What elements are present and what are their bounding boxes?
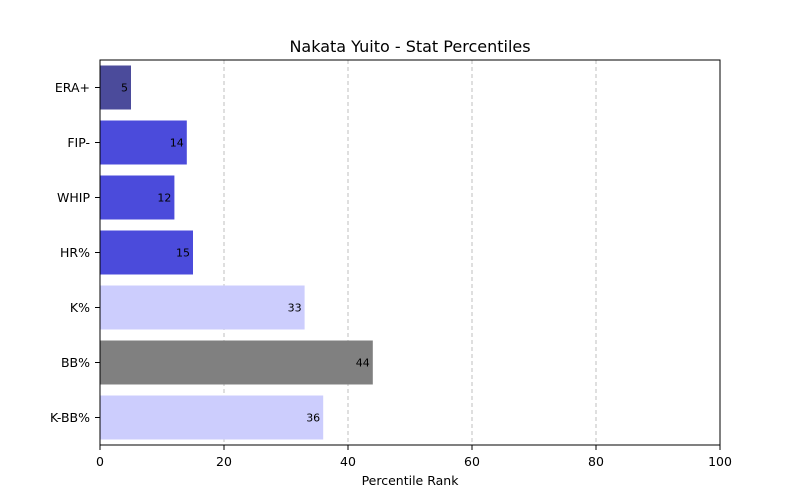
bar <box>100 395 324 440</box>
bar-value-label: 44 <box>356 357 370 370</box>
bar <box>100 120 187 165</box>
bar-value-label: 36 <box>306 412 320 425</box>
y-tick-label: BB% <box>61 355 90 370</box>
x-tick-label: 40 <box>340 454 356 469</box>
x-gridlines <box>223 60 597 445</box>
x-tick-label: 0 <box>96 454 104 469</box>
bar <box>100 65 131 110</box>
y-axis: ERA+ FIP- WHIP HR% K% BB% K-BB% <box>50 80 100 425</box>
y-tick-label: ERA+ <box>55 80 90 95</box>
x-tick-label: 60 <box>464 454 480 469</box>
bar-value-label: 5 <box>121 82 128 95</box>
bar-value-label: 33 <box>288 302 302 315</box>
bar-value-label: 15 <box>176 247 190 260</box>
y-tick-label: K-BB% <box>50 410 90 425</box>
x-tick-label: 100 <box>708 454 732 469</box>
x-tick-label: 20 <box>216 454 232 469</box>
x-axis-label: Percentile Rank <box>362 473 460 488</box>
bars: 5 14 12 15 33 44 36 <box>100 65 373 440</box>
y-tick-label: K% <box>70 300 90 315</box>
bar-value-label: 12 <box>157 192 171 205</box>
bar <box>100 175 175 220</box>
y-tick-label: WHIP <box>57 190 90 205</box>
bar-value-label: 14 <box>170 137 184 150</box>
x-axis: 0 20 40 60 80 100 <box>96 445 732 469</box>
bar <box>100 340 373 385</box>
y-tick-label: HR% <box>60 245 90 260</box>
bar <box>100 285 305 330</box>
bar <box>100 230 193 275</box>
chart-title: Nakata Yuito - Stat Percentiles <box>289 37 530 56</box>
y-tick-label: FIP- <box>67 135 90 150</box>
x-tick-label: 80 <box>588 454 604 469</box>
